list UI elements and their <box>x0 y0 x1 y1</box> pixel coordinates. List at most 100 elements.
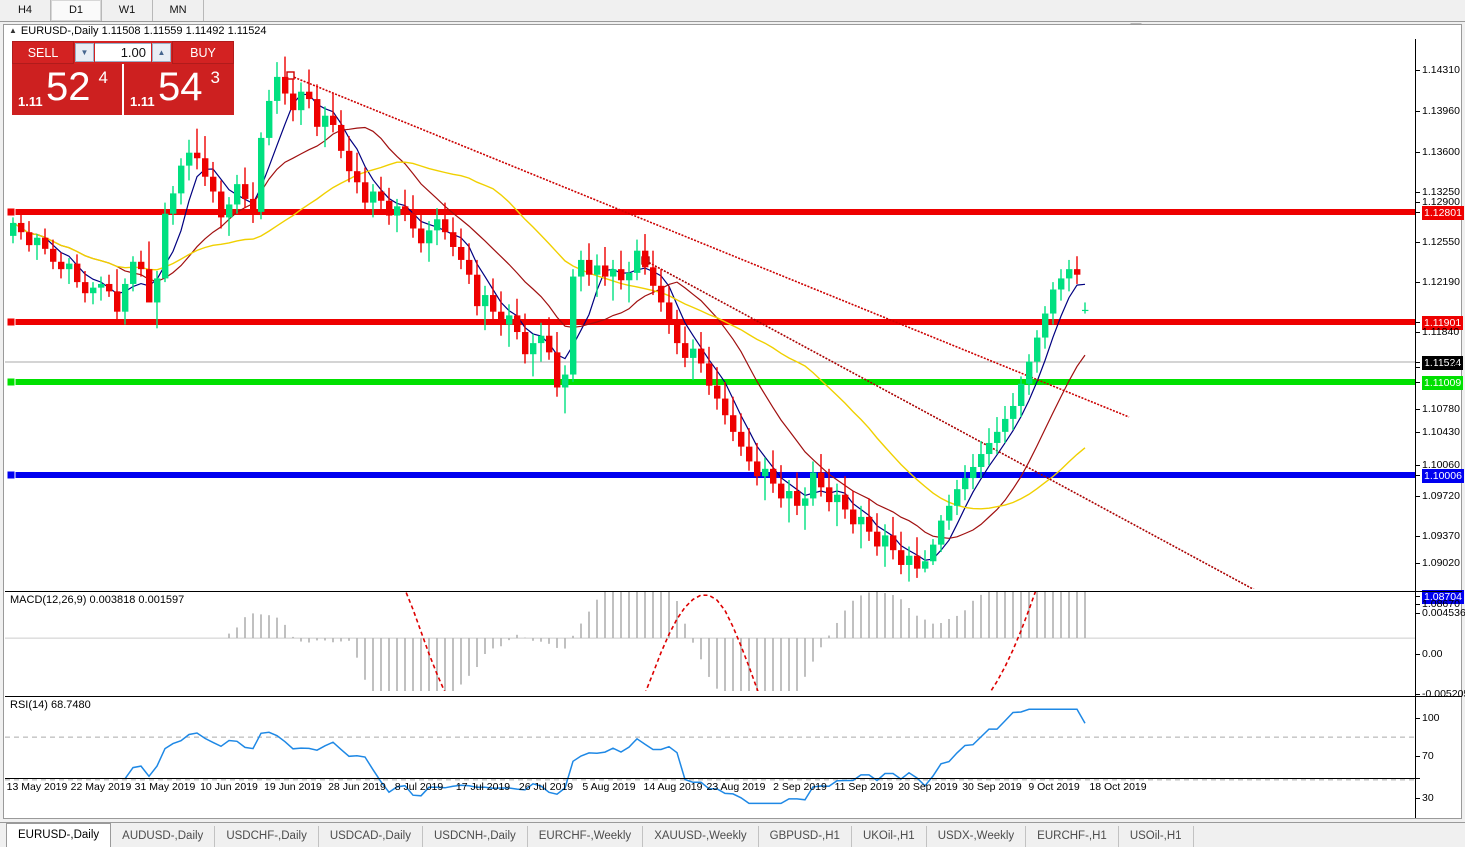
rsi-line <box>124 708 1086 805</box>
candle <box>946 505 953 521</box>
symbol-tab-eurusddaily[interactable]: EURUSD-,Daily <box>6 823 112 847</box>
symbol-tab-ukoilh1[interactable]: UKOil-,H1 <box>852 826 927 847</box>
lot-size-input[interactable]: 1.00 <box>95 43 151 62</box>
candle <box>586 259 593 275</box>
candle <box>106 283 113 292</box>
timeframe-d1[interactable]: D1 <box>51 0 102 21</box>
scale-divider <box>1416 591 1462 592</box>
macd-pane[interactable]: MACD(12,26,9) 0.003818 0.001597 <box>5 449 1420 818</box>
price-pane[interactable] <box>5 39 1420 603</box>
symbol-tab-usdxweekly[interactable]: USDX-,Weekly <box>927 826 1027 847</box>
macd-label: MACD(12,26,9) 0.003818 0.001597 <box>10 594 185 606</box>
candle <box>714 385 721 399</box>
date-label: 20 Sep 2019 <box>898 781 958 793</box>
symbol-tab-usdcnhdaily[interactable]: USDCNH-,Daily <box>423 826 528 847</box>
candle <box>250 198 257 212</box>
candle <box>26 232 33 246</box>
candle <box>474 274 481 307</box>
sell-price-display[interactable]: 1.11 52 4 <box>12 64 122 115</box>
candle <box>970 466 977 479</box>
candle <box>882 535 889 547</box>
symbol-tab-bar[interactable]: EURUSD-,Daily AUDUSD-,Daily USDCHF-,Daily U… <box>0 822 1465 847</box>
candle <box>850 509 857 525</box>
date-label: 10 Jun 2019 <box>200 781 258 793</box>
candle <box>50 248 57 262</box>
date-label: 22 May 2019 <box>70 781 132 793</box>
candle <box>202 158 209 177</box>
one-click-trading-panel[interactable]: SELL ▼ 1.00 ▲ BUY 1.11 52 4 1.11 54 3 <box>12 41 234 115</box>
buy-button[interactable]: BUY <box>172 41 234 64</box>
candle <box>802 498 809 506</box>
chart-plot-area[interactable]: MACD(12,26,9) 0.003818 0.001597 RSI(14) … <box>5 39 1420 818</box>
date-label: 5 Aug 2019 <box>582 781 636 793</box>
candle <box>266 100 273 138</box>
candle <box>818 472 825 488</box>
candle <box>18 222 25 233</box>
timeframe-w1[interactable]: W1 <box>102 0 153 21</box>
candle <box>618 269 625 281</box>
price-scale[interactable]: 1.14310 1.13960 1.13600 1.13250 1.12900 1.128… <box>1415 39 1465 839</box>
candle <box>170 193 177 214</box>
candle <box>770 468 777 484</box>
candle <box>826 487 833 503</box>
symbol-tab-audusddaily[interactable]: AUDUSD-,Daily <box>111 826 216 847</box>
lot-increase-icon[interactable]: ▲ <box>152 43 171 62</box>
candle <box>242 184 249 199</box>
lot-decrease-icon[interactable]: ▼ <box>75 43 94 62</box>
collapse-triangle-icon[interactable]: ▲ <box>9 26 17 35</box>
ma-yellow <box>12 161 1086 510</box>
candle <box>306 91 313 100</box>
symbol-tab-eurchfh1[interactable]: EURCHF-,H1 <box>1026 826 1119 847</box>
candle <box>450 232 457 247</box>
candle <box>554 352 561 388</box>
candle <box>690 348 697 358</box>
symbol-tab-gbpusdh1[interactable]: GBPUSD-,H1 <box>759 826 852 847</box>
date-label: 31 May 2019 <box>134 781 196 793</box>
candle <box>810 472 817 499</box>
candle <box>506 315 513 325</box>
candle <box>418 228 425 244</box>
sell-price-fraction: 4 <box>98 68 108 87</box>
sell-button[interactable]: SELL <box>12 41 74 64</box>
chart-header: ▲ EURUSD-,Daily 1.11508 1.11559 1.11492 1… <box>4 25 1461 39</box>
date-label: 28 Jun 2019 <box>328 781 386 793</box>
candle <box>754 461 761 477</box>
symbol-tab-xauusdweekly[interactable]: XAUUSD-,Weekly <box>643 826 759 847</box>
symbol-tab-usoilh1[interactable]: USOil-,H1 <box>1119 826 1194 847</box>
buy-price-main: 54 <box>158 65 203 109</box>
timeframe-toolbar: H4 D1 W1 MN <box>0 0 1465 22</box>
symbol-tab-usdcaddaily[interactable]: USDCAD-,Daily <box>319 826 423 847</box>
candle <box>994 431 1001 443</box>
rsi-pane[interactable]: RSI(14) 68.7480 <box>5 696 1420 818</box>
candle <box>1074 269 1081 275</box>
sell-price-prefix: 1.11 <box>18 94 43 109</box>
candle <box>386 200 393 216</box>
candle <box>74 263 81 283</box>
symbol-tab-usdchfdaily[interactable]: USDCHF-,Daily <box>215 826 319 847</box>
candle <box>570 276 577 375</box>
candle <box>162 213 169 279</box>
buy-price-display[interactable]: 1.11 54 3 <box>124 64 234 115</box>
symbol-tab-eurchfweekly[interactable]: EURCHF-,Weekly <box>528 826 644 847</box>
candle <box>762 468 769 477</box>
candle <box>346 150 353 172</box>
lot-size-stepper[interactable]: ▼ 1.00 ▲ <box>74 41 172 64</box>
timeframe-h4[interactable]: H4 <box>0 0 51 21</box>
candle <box>834 494 841 503</box>
candle <box>402 206 409 214</box>
candle <box>154 278 161 303</box>
candle <box>1026 361 1033 384</box>
candle <box>730 415 737 432</box>
date-label: 9 Oct 2019 <box>1028 781 1080 793</box>
candle <box>274 76 281 101</box>
candle <box>666 302 673 325</box>
candle <box>602 265 609 277</box>
candle <box>626 272 633 281</box>
candle <box>178 165 185 194</box>
candle <box>498 311 505 325</box>
price-chart-svg <box>5 56 1420 603</box>
candle <box>354 171 361 183</box>
date-axis[interactable]: 13 May 2019 22 May 2019 31 May 2019 10 Jun … <box>5 778 1420 794</box>
timeframe-mn[interactable]: MN <box>153 0 204 21</box>
candle <box>138 261 145 270</box>
